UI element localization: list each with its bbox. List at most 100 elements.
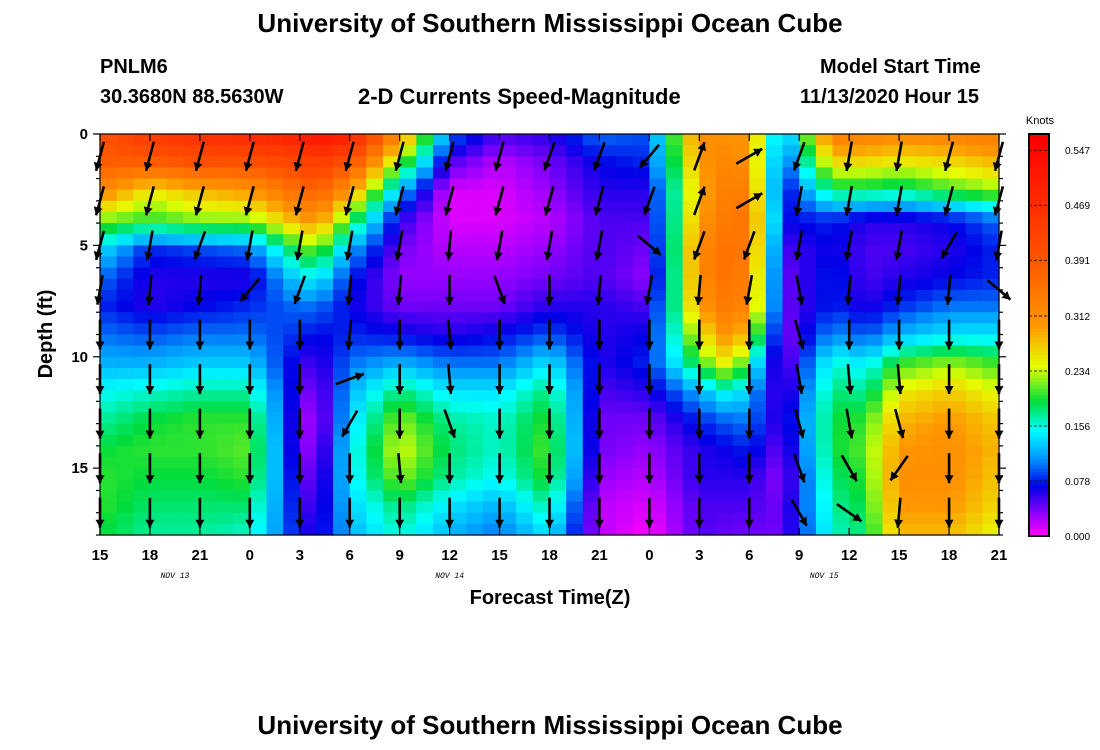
- arrow-head: [845, 385, 855, 394]
- heatmap-cell: [849, 367, 867, 380]
- arrow-head: [796, 429, 806, 439]
- heatmap-cell: [466, 267, 484, 280]
- heatmap-cell: [666, 245, 684, 258]
- heatmap-cell: [832, 490, 850, 503]
- arrow-head: [245, 430, 255, 439]
- heatmap-cell: [532, 312, 551, 324]
- colorbar-segment: [1029, 445, 1049, 450]
- heatmap-cell: [399, 200, 417, 213]
- y-tick-label: 10: [71, 349, 88, 366]
- colorbar-segment: [1029, 432, 1049, 437]
- heatmap-cell: [432, 512, 451, 525]
- heatmap-cell: [632, 367, 650, 380]
- heatmap-cell: [199, 156, 218, 169]
- heatmap-cell: [482, 312, 501, 324]
- heatmap-cell: [349, 512, 367, 525]
- heatmap-cell: [749, 323, 767, 336]
- heatmap-cell: [682, 312, 700, 324]
- heatmap-cell: [799, 301, 817, 313]
- heatmap-cell: [566, 223, 584, 235]
- heatmap-cell: [283, 234, 301, 246]
- heatmap-cell: [466, 401, 484, 414]
- heatmap-cell: [366, 278, 384, 291]
- heatmap-cell: [216, 356, 234, 369]
- heatmap-cell: [799, 412, 817, 425]
- heatmap-cell: [649, 379, 667, 391]
- heatmap-cell: [199, 356, 218, 369]
- heatmap-cell: [233, 523, 251, 536]
- heatmap-cell: [383, 356, 401, 369]
- heatmap-cell: [100, 145, 118, 157]
- arrow-head: [742, 250, 752, 260]
- heatmap-cell: [349, 479, 367, 492]
- heatmap-cell: [982, 312, 1000, 324]
- heatmap-cell: [599, 468, 617, 480]
- current-arrow: [644, 364, 654, 395]
- heatmap-cell: [616, 512, 634, 525]
- heatmap-cell: [532, 412, 551, 425]
- heatmap-cell: [982, 501, 1000, 514]
- heatmap-cell: [466, 379, 484, 391]
- heatmap-cell: [432, 356, 451, 369]
- heatmap-cell: [749, 490, 767, 503]
- heatmap-cell: [915, 134, 934, 146]
- heatmap-cell: [782, 156, 800, 169]
- heatmap-cell: [116, 289, 134, 302]
- colorbar-segment: [1029, 180, 1049, 185]
- heatmap-cell: [299, 134, 318, 146]
- heatmap-cell: [682, 468, 700, 480]
- heatmap-cell: [632, 256, 650, 269]
- heatmap-cell: [965, 289, 983, 302]
- heatmap-cell: [516, 379, 534, 391]
- heatmap-cell: [582, 457, 601, 469]
- heatmap-cell: [316, 512, 334, 525]
- heatmap-cell: [932, 323, 950, 336]
- heatmap-cell: [899, 312, 917, 324]
- heatmap-cell: [899, 479, 917, 492]
- heatmap-cell: [715, 490, 734, 503]
- heatmap-cell: [865, 156, 884, 169]
- heatmap-cell: [532, 301, 551, 313]
- heatmap-cell: [682, 234, 700, 246]
- heatmap-cell: [233, 345, 251, 358]
- heatmap-cell: [532, 278, 551, 291]
- heatmap-cell: [183, 401, 201, 414]
- heatmap-cell: [616, 200, 634, 213]
- heatmap-cell: [599, 334, 617, 347]
- heatmap-cell: [849, 412, 867, 425]
- heatmap-cell: [216, 211, 234, 224]
- heatmap-cell: [616, 401, 634, 414]
- heatmap-cell: [666, 468, 684, 480]
- heatmap-cell: [832, 200, 850, 213]
- heatmap-cell: [233, 189, 251, 202]
- arrow-head: [651, 246, 661, 255]
- current-arrow: [343, 141, 355, 172]
- x-tick-label: 21: [991, 547, 1008, 564]
- heatmap-cell: [666, 234, 684, 246]
- heatmap-cell: [349, 412, 367, 425]
- heatmap-cell: [516, 223, 534, 235]
- heatmap-cell: [100, 356, 118, 369]
- heatmap-cell: [266, 501, 284, 514]
- heatmap-cell: [982, 211, 1000, 224]
- heatmap-cell: [899, 434, 917, 447]
- heatmap-cell: [549, 289, 567, 302]
- heatmap-cell: [865, 256, 884, 269]
- heatmap-cell: [799, 423, 817, 436]
- arrow-head: [844, 296, 853, 305]
- current-arrow: [195, 319, 205, 350]
- heatmap-cell: [466, 490, 484, 503]
- heatmap-cell: [949, 401, 967, 414]
- heatmap-cell: [666, 289, 684, 302]
- heatmap-cell: [249, 278, 268, 291]
- heatmap-cell: [616, 423, 634, 436]
- heatmap-cell: [499, 323, 517, 336]
- heatmap-cell: [582, 434, 601, 447]
- heatmap-cell: [183, 367, 201, 380]
- heatmap-cell: [632, 167, 650, 180]
- heatmap-cell: [133, 245, 151, 258]
- arrow-head: [245, 519, 255, 528]
- heatmap-cell: [666, 345, 684, 358]
- heatmap-cell: [782, 367, 800, 380]
